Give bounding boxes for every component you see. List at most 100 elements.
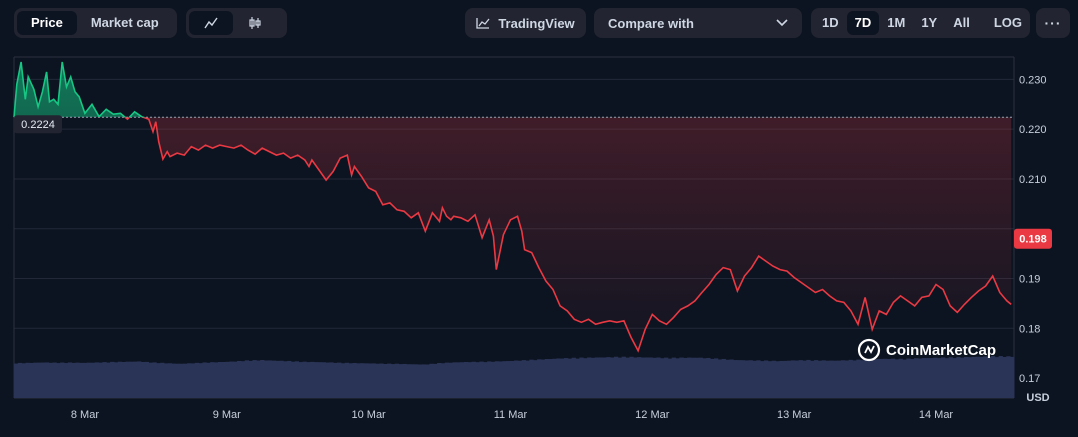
volume-bar <box>190 363 196 398</box>
volume-bar <box>83 362 88 398</box>
volume-bar <box>860 360 865 398</box>
volume-bar <box>517 360 523 398</box>
volume-bar <box>829 360 834 398</box>
volume-bar <box>944 358 950 398</box>
volume-bar <box>752 360 757 398</box>
y-tick-label: 0.230 <box>1019 74 1047 86</box>
coinmarketcap-logo-icon <box>857 338 881 362</box>
volume-bar <box>14 363 19 398</box>
compare-with-dropdown[interactable]: Compare with <box>594 8 802 38</box>
tab-price[interactable]: Price <box>17 11 77 35</box>
x-tick-label: 8 Mar <box>71 409 99 421</box>
x-tick-label: 10 Mar <box>351 409 386 421</box>
range-7d[interactable]: 7D <box>846 11 880 35</box>
volume-bar <box>567 358 573 398</box>
volume-bar <box>352 362 357 398</box>
volume-bar <box>956 357 961 398</box>
candlestick-icon[interactable] <box>233 11 277 35</box>
x-tick-label: 9 Mar <box>213 409 241 421</box>
volume-bar <box>152 362 157 398</box>
coinmarketcap-watermark: CoinMarketCap <box>857 338 996 362</box>
volume-bar <box>810 360 815 398</box>
log-scale-toggle[interactable]: LOG <box>993 15 1023 30</box>
volume-bar <box>940 357 946 398</box>
y-tick-label: 0.210 <box>1019 174 1047 186</box>
volume-bar <box>906 358 911 398</box>
volume-bar <box>848 359 853 398</box>
compare-with-label: Compare with <box>608 15 694 31</box>
volume-bar <box>683 357 688 398</box>
volume-bar <box>264 360 269 398</box>
volume-bar <box>610 357 615 398</box>
volume-bar <box>852 360 857 398</box>
volume-bar <box>787 360 792 398</box>
volume-bar <box>614 356 619 398</box>
range-all[interactable]: All <box>953 15 970 30</box>
volume-bar <box>544 359 550 398</box>
volume-bar <box>48 362 53 398</box>
range-1m[interactable]: 1M <box>887 15 906 30</box>
volume-bar <box>617 357 623 398</box>
volume-bar <box>252 360 257 398</box>
volume-bar <box>510 360 515 398</box>
volume-bar <box>817 360 823 398</box>
range-1d[interactable]: 1D <box>822 15 839 30</box>
volume-bar <box>725 359 730 398</box>
volume-bar <box>756 360 761 398</box>
price-area-below-reference <box>125 117 1012 351</box>
volume-bar <box>764 360 769 398</box>
volume-bar <box>775 361 780 398</box>
volume-bar <box>506 361 511 398</box>
volume-bar <box>737 360 742 398</box>
price-marketcap-toggle: Price Market cap <box>14 8 177 38</box>
volume-bar <box>433 363 438 398</box>
volume-bar <box>625 357 630 398</box>
line-chart-icon[interactable] <box>189 11 233 35</box>
tab-market-cap[interactable]: Market cap <box>90 15 159 30</box>
volume-bar <box>821 360 826 398</box>
x-tick-label: 13 Mar <box>777 409 812 421</box>
range-1y[interactable]: 1Y <box>921 15 938 30</box>
y-axis-labels: 0.230 0.220 0.210 0.19 0.18 0.17 <box>1019 74 1047 385</box>
volume-bar <box>794 360 800 398</box>
volume-bar <box>102 362 107 398</box>
volume-bar <box>194 362 200 398</box>
volume-bars <box>14 356 1015 398</box>
volume-bar <box>679 357 684 398</box>
volume-bar <box>483 362 488 398</box>
volume-bar <box>290 361 296 398</box>
volume-bar <box>167 363 173 398</box>
volume-bar <box>733 360 738 398</box>
watermark-text: CoinMarketCap <box>886 342 996 359</box>
volume-bar <box>417 364 423 398</box>
volume-bar <box>317 362 323 398</box>
x-tick-label: 14 Mar <box>919 409 954 421</box>
volume-bar <box>729 359 734 398</box>
volume-bar <box>825 360 830 398</box>
volume-bar <box>914 358 919 398</box>
more-options-button[interactable]: ··· <box>1036 8 1070 38</box>
volume-bar <box>929 358 934 398</box>
volume-bar <box>714 358 719 398</box>
volume-bar <box>44 362 50 398</box>
volume-bar <box>94 362 100 398</box>
volume-bar <box>748 360 753 398</box>
volume-bar <box>687 357 692 398</box>
volume-bar <box>583 358 588 398</box>
volume-bar <box>52 362 57 398</box>
volume-bar <box>240 361 246 398</box>
volume-bar <box>79 362 84 398</box>
volume-bar <box>421 364 426 398</box>
volume-bar <box>125 361 130 398</box>
volume-bar <box>717 359 723 398</box>
volume-bar <box>540 359 546 398</box>
current-price-label: 0.198 <box>1019 234 1047 246</box>
volume-bar <box>306 362 311 398</box>
volume-bar <box>390 364 396 398</box>
volume-bar <box>1006 356 1011 398</box>
volume-bar <box>302 361 307 398</box>
tradingview-button[interactable]: TradingView <box>465 8 586 38</box>
volume-bar <box>917 358 923 398</box>
volume-bar <box>656 357 661 398</box>
